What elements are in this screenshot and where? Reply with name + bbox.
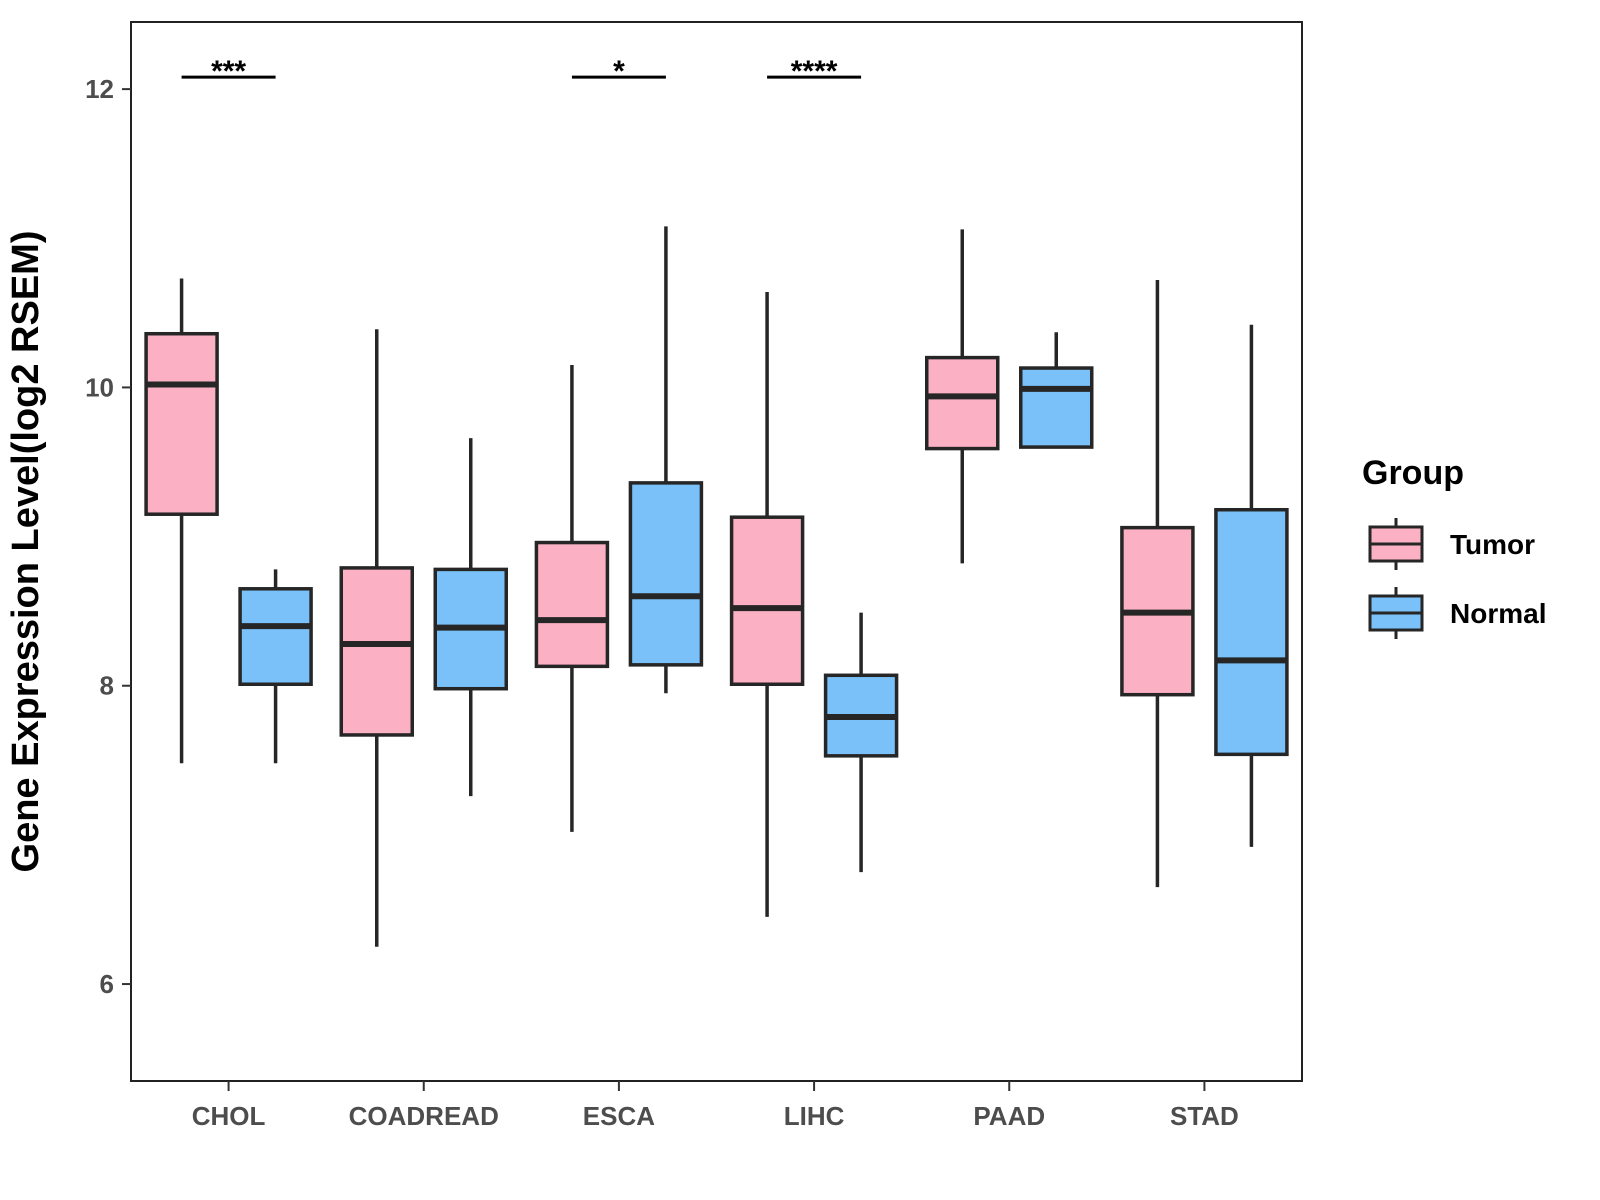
box-iqr (534, 540, 610, 669)
y-tick-label: 10 (85, 372, 114, 402)
legend-label: Normal (1450, 598, 1546, 629)
significance-layer: *** * **** (181, 55, 862, 88)
box-normal-stad (1214, 324, 1289, 847)
box-tumor-paad (925, 229, 1000, 564)
box-normal-coadread (433, 438, 508, 797)
x-tick-label: LIHC (784, 1101, 845, 1131)
y-tick-label: 12 (85, 74, 114, 104)
box-layer (144, 226, 1289, 947)
x-tick-label: CHOL (192, 1101, 266, 1131)
legend-label: Tumor (1450, 529, 1535, 560)
significance-lihc: **** (767, 55, 862, 88)
box-iqr (144, 331, 219, 516)
box-iqr (238, 587, 313, 686)
box-tumor-stad (1120, 280, 1195, 888)
box-tumor-lihc (729, 291, 805, 917)
box-normal-lihc (823, 612, 899, 873)
box-iqr (1214, 507, 1289, 757)
box-iqr (729, 515, 805, 686)
box-iqr (339, 566, 414, 737)
box-normal-esca (628, 226, 704, 694)
box-iqr (925, 355, 1000, 451)
x-tick-label: COADREAD (349, 1101, 499, 1131)
y-tick-label: 6 (100, 969, 114, 999)
y-axis: 6 8 10 12 (85, 74, 131, 999)
box-normal-paad (1019, 332, 1094, 449)
legend-item-normal: Normal (1368, 587, 1546, 639)
y-tick-label: 8 (100, 671, 114, 701)
legend: Group Tumor Normal (1362, 454, 1546, 639)
significance-label: *** (211, 55, 246, 88)
box-tumor-chol (144, 278, 219, 764)
box-tumor-esca (534, 365, 610, 832)
box-iqr (1019, 366, 1094, 449)
significance-esca: * (571, 55, 666, 88)
y-axis-title: Gene Expression Level(log2 RSEM) (5, 231, 47, 873)
box-tumor-coadread (339, 329, 414, 947)
box-iqr (628, 481, 704, 667)
x-tick-label: STAD (1170, 1101, 1239, 1131)
box-normal-chol (238, 569, 313, 764)
legend-title: Group (1362, 454, 1464, 492)
plot-panel-border (130, 21, 1303, 1082)
significance-label: **** (791, 55, 838, 88)
significance-label: * (613, 55, 625, 88)
significance-chol: *** (181, 55, 276, 88)
x-tick-label: PAAD (973, 1101, 1045, 1131)
x-axis: CHOL COADREAD ESCA LIHC PAAD STAD (192, 1081, 1239, 1131)
legend-item-tumor: Tumor (1368, 518, 1535, 570)
x-tick-label: ESCA (583, 1101, 655, 1131)
